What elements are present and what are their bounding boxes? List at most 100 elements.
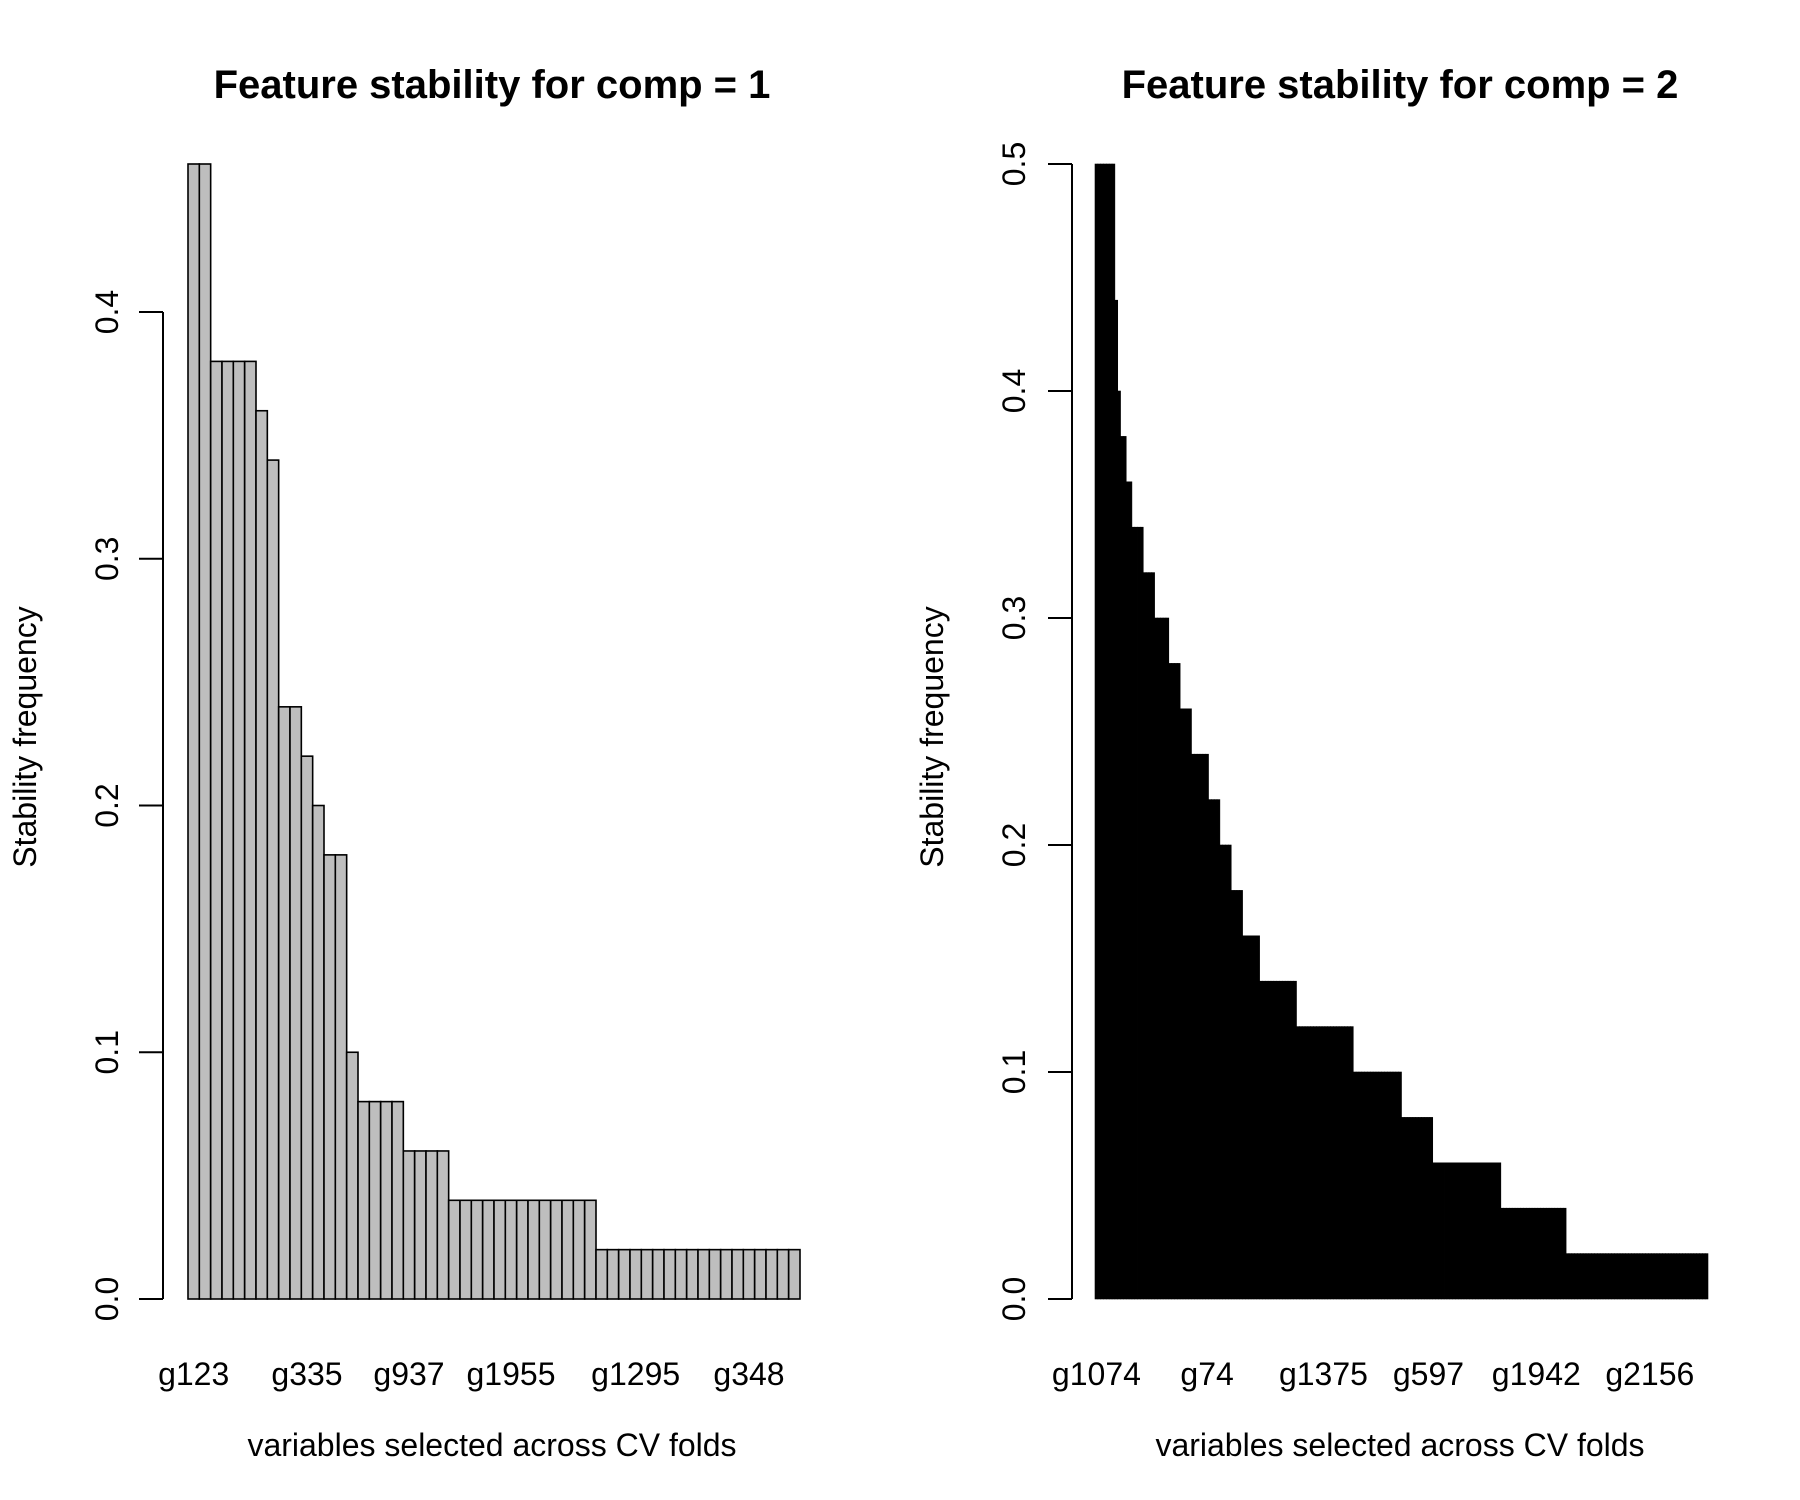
bar-2-111 [1409,1117,1414,1300]
bar-2-5 [1108,163,1113,1300]
bar-2-193 [1642,1253,1646,1300]
bar-2-126 [1452,1162,1456,1300]
bar-2-143 [1500,1207,1504,1300]
bar-2-11 [1125,481,1130,1300]
bar-2-85 [1335,1026,1340,1300]
bar-2-181 [1608,1253,1612,1300]
bar-2-93 [1358,1071,1363,1300]
bar-1-44 [685,1248,699,1300]
bar-2-20 [1151,572,1155,1300]
bar-2-131 [1466,1162,1470,1300]
bar-2-209 [1687,1253,1692,1300]
bar-2-98 [1372,1071,1377,1300]
bar-2-124 [1446,1162,1451,1300]
bar-2-115 [1421,1117,1425,1300]
bar-2-57 [1256,935,1260,1300]
bar-1-27 [493,1199,507,1300]
bar-2-121 [1438,1162,1442,1300]
bar-1-2 [209,360,223,1300]
bar-2-48 [1230,890,1235,1300]
bar-2-203 [1670,1253,1675,1300]
bar-1-49 [742,1248,756,1300]
bar-2-26 [1168,663,1172,1300]
bar-2-196 [1650,1253,1655,1300]
bar-2-7 [1114,299,1119,1300]
bar-2-125 [1449,1162,1453,1300]
bar-2-108 [1401,1117,1405,1300]
bar-2-142 [1497,1162,1502,1300]
bar-2-89 [1347,1026,1351,1300]
bar-2-213 [1699,1253,1703,1300]
bar-2-178 [1599,1253,1604,1300]
bar-2-95 [1364,1071,1368,1300]
bar-2-29 [1177,663,1181,1300]
bar-2-54 [1247,935,1252,1300]
bar-2-17 [1142,572,1147,1300]
bar-2-94 [1361,1071,1365,1300]
y-tick-label-2-5: 0.5 [996,142,1032,186]
bar-2-133 [1472,1162,1476,1300]
y-tick-label-1-4: 0.4 [89,290,125,334]
bar-2-84 [1333,1026,1337,1300]
x-tick-label-1-3: g1955 [467,1356,556,1392]
bar-1-47 [719,1248,733,1300]
bar-2-61 [1267,980,1272,1300]
y-tick-label-1-3: 0.3 [89,537,125,581]
bar-2-33 [1188,708,1192,1300]
bar-2-62 [1270,980,1275,1300]
bar-1-48 [731,1248,745,1300]
bar-2-53 [1245,935,1249,1300]
bar-2-202 [1667,1253,1672,1300]
bar-1-35 [583,1199,597,1300]
bar-1-33 [561,1199,575,1300]
bar-2-214 [1702,1253,1706,1300]
bar-2-60 [1264,980,1269,1300]
bar-2-135 [1477,1162,1482,1300]
bar-2-0 [1094,163,1099,1300]
bar-2-192 [1639,1253,1644,1300]
chart-panel-2: Feature stability for comp = 2 0.0 0.1 0.2… [914,63,1709,1463]
bar-2-136 [1480,1162,1485,1300]
bar-2-199 [1659,1253,1663,1300]
bar-2-52 [1242,935,1246,1300]
bar-2-155 [1534,1207,1539,1300]
bar-2-90 [1350,1026,1354,1300]
bar-2-153 [1528,1207,1533,1300]
bar-2-55 [1250,935,1255,1300]
bar-1-4 [232,360,246,1300]
bar-1-10 [300,755,314,1300]
bar-2-76 [1310,1026,1314,1300]
bar-2-138 [1486,1162,1490,1300]
bar-2-103 [1387,1071,1391,1300]
bar-2-144 [1503,1207,1507,1300]
bar-2-51 [1239,890,1243,1300]
bar-2-132 [1469,1162,1473,1300]
bar-2-166 [1565,1253,1570,1300]
bar-1-26 [481,1199,495,1300]
bar-1-53 [787,1248,801,1300]
bar-2-112 [1412,1117,1416,1300]
bar-2-18 [1145,572,1150,1300]
bar-2-183 [1614,1253,1618,1300]
bar-2-2 [1100,163,1104,1300]
bar-2-59 [1262,980,1266,1300]
y-tick-label-1-2: 0.2 [89,783,125,827]
bar-2-150 [1520,1207,1524,1300]
bar-2-19 [1148,572,1153,1300]
bar-2-140 [1492,1162,1496,1300]
bar-1-52 [776,1248,790,1300]
bar-2-172 [1582,1253,1587,1300]
bar-2-164 [1560,1207,1564,1300]
bar-2-117 [1426,1117,1431,1300]
bar-2-36 [1196,753,1201,1300]
x-tick-label-2-4: g1942 [1492,1356,1581,1392]
bar-2-75 [1307,1026,1311,1300]
bar-2-92 [1355,1071,1360,1300]
bar-2-100 [1378,1071,1382,1300]
bar-2-4 [1106,163,1110,1300]
bar-1-34 [572,1199,586,1300]
bar-2-182 [1611,1253,1615,1300]
bar-2-176 [1594,1253,1598,1300]
bar-2-194 [1645,1253,1649,1300]
bar-2-186 [1622,1253,1626,1300]
